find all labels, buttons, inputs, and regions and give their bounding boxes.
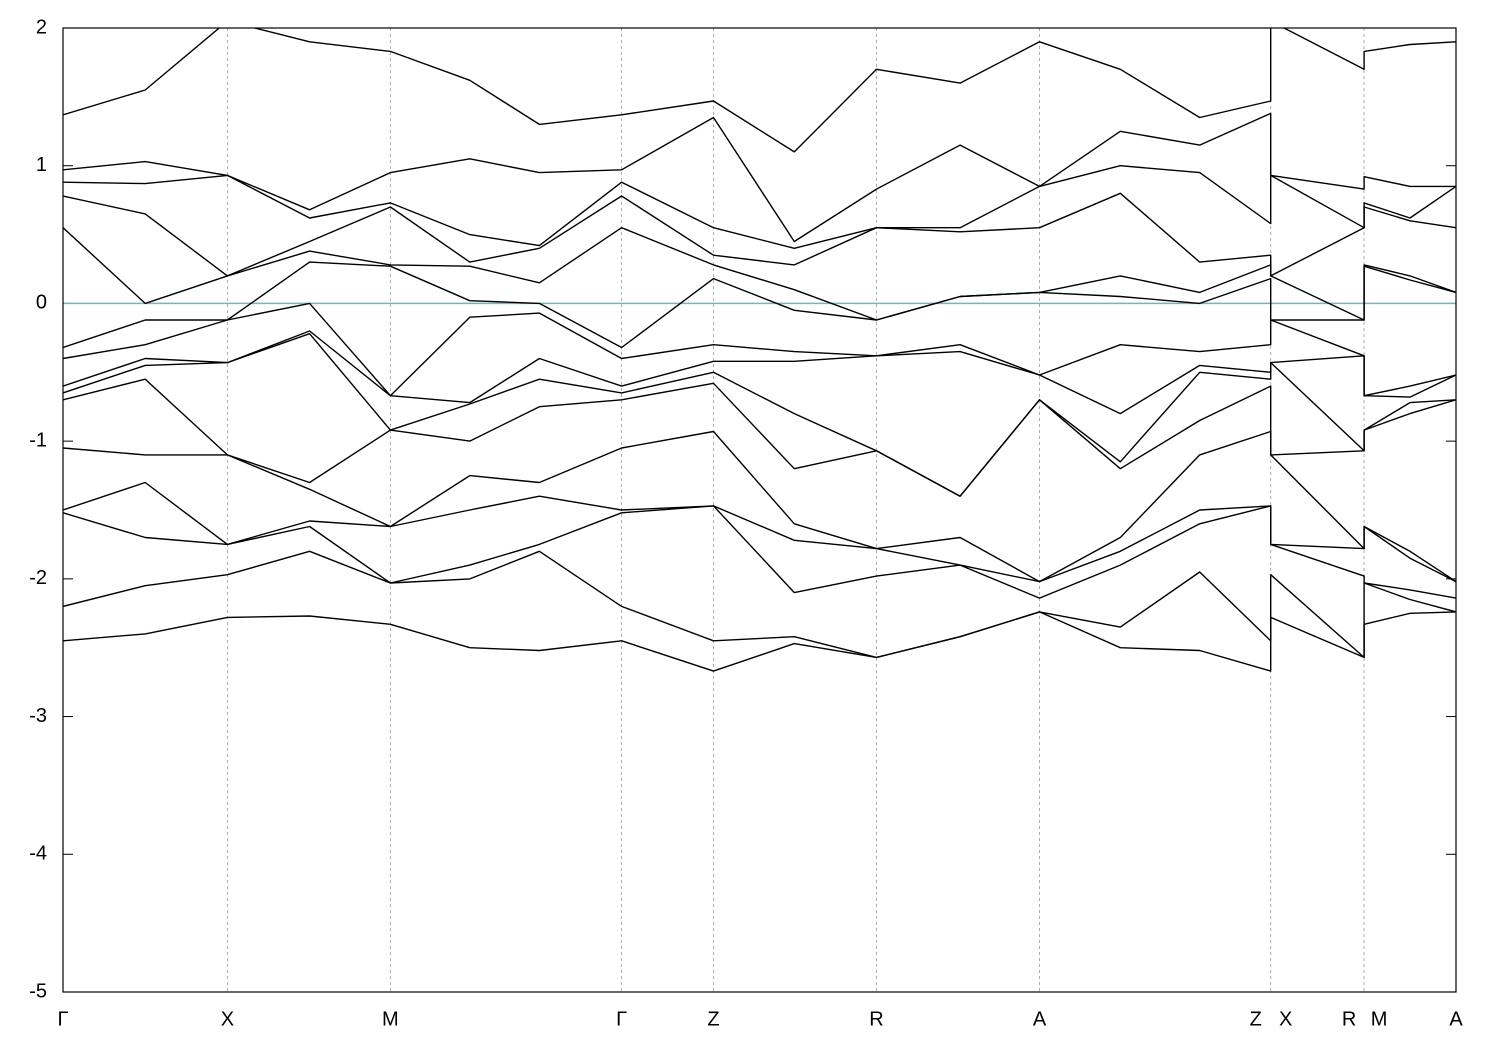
- bands: [63, 28, 1456, 672]
- band-line: [63, 112, 1456, 243]
- x-tick-label: M: [1371, 1008, 1388, 1030]
- y-tick-label: -1: [29, 429, 47, 451]
- band-line: [63, 165, 1456, 249]
- band-line: [63, 227, 1456, 321]
- band-line: [63, 302, 1456, 397]
- x-tick-label: A: [1449, 1008, 1463, 1030]
- band-line: [63, 430, 1456, 583]
- y-tick-label: 1: [36, 154, 47, 176]
- y-tick-label: -2: [29, 567, 47, 589]
- y-tick-label: 0: [36, 292, 47, 314]
- x-tick-label: Z: [1250, 1008, 1262, 1030]
- band-line: [63, 505, 1456, 599]
- x-tick-label: A: [1033, 1008, 1047, 1030]
- band-line: [63, 28, 1456, 153]
- x-tick-label: X: [221, 1008, 234, 1030]
- x-tick-label: X: [1279, 1008, 1292, 1030]
- x-tick-label: Γ: [616, 1008, 627, 1030]
- x-tick-label: Γ: [57, 1008, 68, 1030]
- y-tick-label: -3: [29, 705, 47, 727]
- x-tick-label: M: [382, 1008, 399, 1030]
- band-line: [63, 550, 1456, 659]
- y-tick-label: 2: [36, 16, 47, 38]
- y-tick-label: -5: [29, 980, 47, 1002]
- x-tick-label: Z: [707, 1008, 719, 1030]
- x-tick-label: R: [869, 1008, 883, 1030]
- band-line: [63, 333, 1456, 497]
- plot-frame: [62, 27, 1457, 993]
- y-tick-label: -4: [29, 843, 47, 865]
- x-tick-label: R: [1342, 1008, 1356, 1030]
